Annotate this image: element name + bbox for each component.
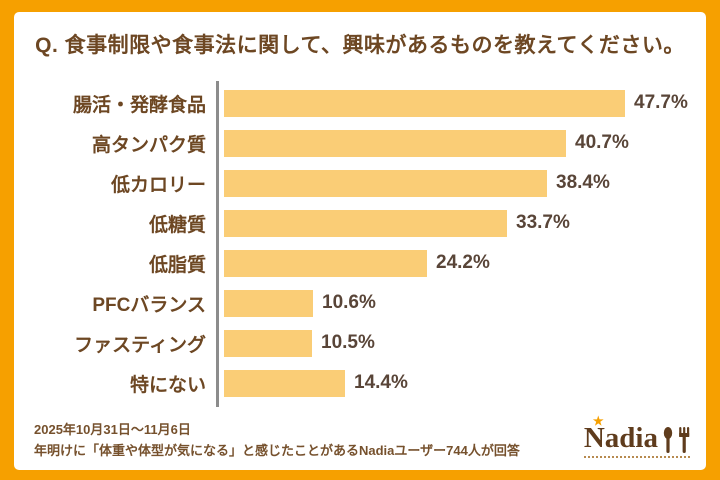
bar-track: 47.7% xyxy=(219,83,706,123)
bar-track: 40.7% xyxy=(219,123,706,163)
spoon-and-fork-icon xyxy=(663,427,690,453)
bar-chart: 腸活・発酵食品 47.7% 高タンパク質 40.7% 低カロリー 38.4% 低糖質 33.7… xyxy=(14,81,706,407)
bar xyxy=(224,289,313,317)
bar-row: PFCバランス 10.6% xyxy=(14,283,706,323)
nadia-logo-text: ★ Nadia xyxy=(583,415,658,454)
star-icon: ★ xyxy=(592,414,604,428)
value-label: 33.7% xyxy=(516,212,570,233)
value-label: 14.4% xyxy=(354,372,408,393)
bar-track: 14.4% xyxy=(219,363,706,403)
category-label: 低カロリー xyxy=(110,174,206,196)
bar xyxy=(224,129,566,157)
y-axis-line xyxy=(216,81,219,407)
value-label: 10.5% xyxy=(321,332,375,353)
nadia-logo: ★ Nadia xyxy=(583,415,690,458)
bar xyxy=(224,89,625,117)
bar-row: ファスティング 10.5% xyxy=(14,323,706,363)
bar-track: 10.5% xyxy=(219,323,706,363)
bar-track: 33.7% xyxy=(219,203,706,243)
bar-track: 10.6% xyxy=(219,283,706,323)
category-label: 高タンパク質 xyxy=(91,134,206,156)
bar xyxy=(224,249,427,277)
value-label: 10.6% xyxy=(322,292,376,313)
category-label: PFCバランス xyxy=(92,294,206,316)
survey-period: 2025年10月31日〜11月6日 xyxy=(34,422,191,438)
value-label: 38.4% xyxy=(556,172,610,193)
value-label: 47.7% xyxy=(634,92,688,113)
value-label: 24.2% xyxy=(436,252,490,273)
survey-respondents: 年明けに「体重や体型が気になる」と感じたことがあるNadiaユーザー744人が回… xyxy=(34,443,520,459)
category-label: 特にない xyxy=(129,374,206,396)
category-label: 腸活・発酵食品 xyxy=(72,94,206,116)
nadia-wordmark: Nadia xyxy=(583,422,658,454)
bar-row: 低脂質 24.2% xyxy=(14,243,706,283)
bar-row: 低カロリー 38.4% xyxy=(14,163,706,203)
bar-row: 腸活・発酵食品 47.7% xyxy=(14,83,706,123)
category-label: 低糖質 xyxy=(148,214,206,236)
bar xyxy=(224,169,547,197)
category-label: ファスティング xyxy=(74,334,206,356)
bar-rows-container: 腸活・発酵食品 47.7% 高タンパク質 40.7% 低カロリー 38.4% 低糖質 33.7… xyxy=(14,83,706,403)
category-label: 低脂質 xyxy=(148,254,206,276)
bar-row: 低糖質 33.7% xyxy=(14,203,706,243)
bar-row: 高タンパク質 40.7% xyxy=(14,123,706,163)
bar-track: 24.2% xyxy=(219,243,706,283)
question-title: Q. 食事制限や食事法に関して、興味があるものを教えてください。 xyxy=(35,34,685,57)
footer-note: 2025年10月31日〜11月6日 年明けに「体重や体型が気になる」と感じたこと… xyxy=(34,420,520,462)
bar-row: 特にない 14.4% xyxy=(14,363,706,403)
bar xyxy=(224,329,312,357)
bar xyxy=(224,369,345,397)
infographic-panel: Q. 食事制限や食事法に関して、興味があるものを教えてください。 腸活・発酵食品… xyxy=(14,12,706,470)
bar-track: 38.4% xyxy=(219,163,706,203)
value-label: 40.7% xyxy=(575,132,629,153)
bar xyxy=(224,209,507,237)
